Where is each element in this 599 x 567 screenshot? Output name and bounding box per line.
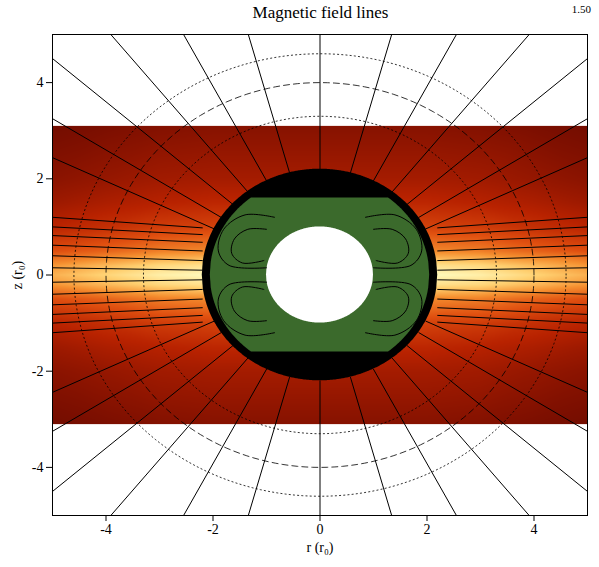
svg-text:r (r₀): r (r₀) <box>306 540 333 556</box>
html-text:1.50: 1.50 <box>571 3 591 15</box>
svg-text:-4: -4 <box>32 460 44 475</box>
svg-text:z (r₀): z (r₀) <box>10 260 26 289</box>
svg-text:-4: -4 <box>100 522 112 537</box>
svg-text:-2: -2 <box>207 522 219 537</box>
svg-text:2: 2 <box>37 171 44 186</box>
svg-text:0: 0 <box>37 267 44 282</box>
svg-text:4: 4 <box>531 522 538 537</box>
svg-text:0: 0 <box>317 522 324 537</box>
svg-text:4: 4 <box>37 75 44 90</box>
svg-text:2: 2 <box>424 522 431 537</box>
html-text:Magnetic field lines: Magnetic field lines <box>252 3 389 22</box>
svg-text:-2: -2 <box>32 364 44 379</box>
